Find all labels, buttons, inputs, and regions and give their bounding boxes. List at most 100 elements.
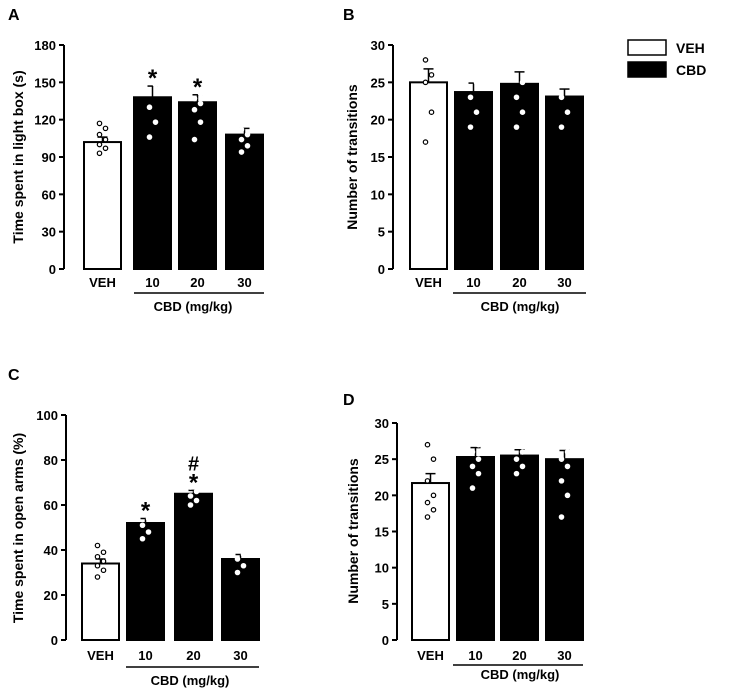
- data-point: [422, 139, 429, 145]
- data-point: [558, 124, 565, 130]
- y-tick-label: 120: [34, 113, 56, 128]
- y-tick-label: 180: [34, 38, 56, 53]
- y-tick-label: 15: [375, 525, 389, 540]
- data-point: [96, 120, 103, 127]
- bar-20: [500, 454, 539, 641]
- panel-d: D 0 5 10 15 20 25 30 Number of transitions VEH 10 2…: [343, 392, 584, 682]
- panel-letter: C: [8, 367, 20, 384]
- data-point: [187, 484, 194, 490]
- y-tick-label: 20: [375, 488, 389, 503]
- data-point: [519, 79, 526, 86]
- data-point: [475, 441, 482, 448]
- x-category-label: 10: [145, 275, 159, 290]
- data-point: [139, 535, 146, 542]
- data-point: [564, 79, 571, 86]
- data-point: [469, 463, 476, 470]
- bar-veh: [409, 81, 448, 271]
- data-point: [244, 108, 251, 114]
- data-point: [467, 124, 474, 130]
- data-point: [240, 562, 247, 569]
- data-point: [234, 556, 241, 562]
- data-point: [513, 441, 520, 448]
- data-point: [473, 64, 480, 71]
- significance-star: *: [141, 498, 151, 525]
- data-point: [145, 502, 152, 508]
- bar-10: [126, 522, 165, 641]
- data-point: [187, 477, 194, 484]
- data-point: [430, 506, 437, 513]
- bar-20: [500, 82, 539, 271]
- data-point: [193, 488, 200, 495]
- data-point: [564, 449, 571, 455]
- y-tick-label: 150: [34, 75, 56, 90]
- x-category-label: 30: [233, 648, 247, 663]
- x-category-label: 10: [138, 648, 152, 663]
- y-axis-title: Time spent in open arms (%): [10, 433, 26, 623]
- data-point: [191, 136, 198, 143]
- y-tick-label: 20: [44, 588, 58, 603]
- data-point: [244, 131, 251, 138]
- data-point: [519, 463, 526, 470]
- data-point: [558, 514, 565, 520]
- data-point: [238, 149, 245, 155]
- data-point: [234, 513, 241, 520]
- data-point: [102, 136, 109, 143]
- data-point: [422, 79, 429, 86]
- x-category-label: 20: [190, 275, 204, 290]
- data-point: [513, 49, 520, 56]
- legend-swatch-veh: [627, 39, 667, 56]
- data-point: [564, 492, 571, 499]
- data-point: [473, 79, 480, 86]
- data-point: [424, 499, 431, 506]
- data-point: [94, 574, 101, 580]
- panel-a: A 0 30 60 90 120 150 180 Time spent in light box…: [8, 7, 264, 314]
- data-point: [100, 558, 107, 565]
- data-point: [96, 150, 103, 157]
- data-point: [469, 485, 476, 491]
- y-axis-title: Number of transitions: [344, 84, 360, 230]
- bar-30: [545, 95, 584, 270]
- x-category-label: 30: [237, 275, 251, 290]
- bar-20: [174, 492, 213, 641]
- bar-30: [221, 558, 260, 641]
- data-point: [102, 145, 109, 152]
- x-category-label: VEH: [417, 648, 444, 663]
- x-category-label: 20: [512, 648, 526, 663]
- x-category-label: VEH: [415, 275, 442, 290]
- data-point: [187, 493, 194, 499]
- data-point: [519, 449, 526, 455]
- data-point: [94, 562, 101, 569]
- data-point: [152, 119, 159, 125]
- data-point: [234, 569, 241, 576]
- data-point: [469, 449, 476, 455]
- data-point: [519, 42, 526, 48]
- data-point: [513, 456, 520, 462]
- y-axis-title: Number of transitions: [345, 458, 361, 604]
- data-point: [513, 94, 520, 101]
- y-tick-label: 25: [371, 75, 385, 90]
- data-point: [430, 492, 437, 499]
- data-point: [519, 427, 526, 434]
- data-point: [467, 94, 474, 101]
- y-tick-label: 20: [371, 113, 385, 128]
- data-point: [558, 441, 565, 448]
- data-point: [94, 553, 101, 560]
- data-point: [191, 84, 198, 91]
- data-point: [139, 522, 146, 529]
- data-point: [102, 125, 109, 132]
- data-point: [197, 77, 204, 83]
- bar-30: [225, 133, 264, 270]
- x-category-label: 10: [466, 275, 480, 290]
- x-category-label: 30: [557, 648, 571, 663]
- data-point: [428, 72, 435, 78]
- data-point: [430, 456, 437, 462]
- y-tick-label: 5: [382, 597, 389, 612]
- data-point: [428, 109, 435, 116]
- panel-c: C 0 20 40 60 80 100 Time spent in open arms (%)…: [8, 367, 260, 688]
- bar-10: [454, 91, 493, 271]
- legend-label-cbd: CBD: [676, 62, 706, 78]
- data-point: [197, 100, 204, 107]
- y-tick-label: 80: [44, 453, 58, 468]
